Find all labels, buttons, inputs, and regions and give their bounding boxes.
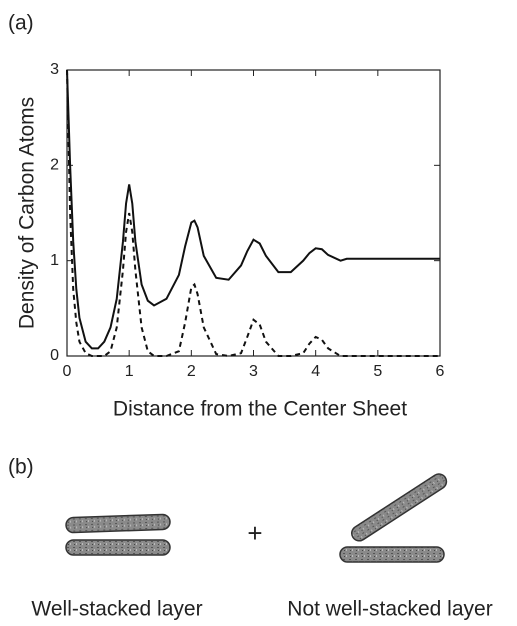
plot-frame: [66, 69, 441, 357]
caption: Not well-stacked layer: [287, 598, 492, 621]
x-tick-label: 2: [187, 363, 196, 380]
layer-sheet: [65, 513, 171, 534]
x-tick-label: 1: [125, 363, 134, 380]
layer-sheet: [65, 539, 171, 556]
panel-label: (a): [8, 12, 34, 35]
y-axis-label: Density of Carbon Atoms: [16, 97, 39, 329]
layer-sheet: [339, 546, 445, 563]
x-tick-label: 4: [311, 363, 320, 380]
plus-sign: +: [247, 518, 262, 548]
data-line: [66, 69, 440, 358]
x-tick-label: 0: [63, 363, 72, 380]
panel-label: (b): [8, 456, 34, 479]
data-line: [66, 69, 440, 350]
caption: Well-stacked layer: [31, 598, 202, 621]
x-tick-label: 3: [249, 363, 258, 380]
y-tick-label: 3: [50, 61, 59, 78]
x-tick-label: 6: [436, 363, 445, 380]
layer-sheet: [350, 473, 448, 542]
y-tick-label: 1: [50, 252, 59, 269]
x-tick-label: 5: [373, 363, 382, 380]
y-tick-label: 0: [50, 347, 59, 364]
y-tick-label: 2: [50, 157, 59, 174]
plot-area: 0 1 2 3 4 5 6 0 1 2 3: [50, 61, 444, 380]
x-axis-label: Distance from the Center Sheet: [113, 398, 407, 421]
